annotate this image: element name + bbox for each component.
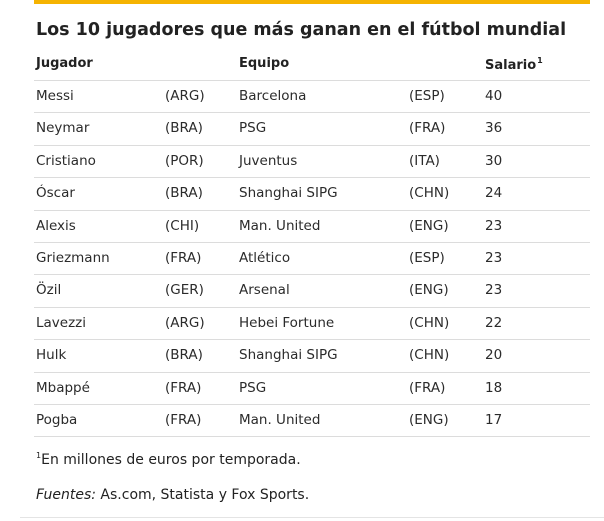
salary-value: 23 (485, 282, 503, 299)
team-country: (ENG) (409, 411, 449, 428)
header-salary-note-mark: 1 (537, 56, 543, 65)
team-name: Juventus (239, 152, 298, 169)
team-country: (FRA) (409, 120, 446, 137)
team-country: (ESP) (409, 88, 445, 104)
team-country: (FRA) (409, 379, 446, 396)
player-name: Griezmann (36, 249, 110, 266)
player-country: (BRA) (165, 185, 203, 202)
player-country: (GER) (165, 282, 204, 299)
team-name: Barcelona (239, 88, 307, 104)
player-country: (BRA) (165, 120, 203, 137)
team-name: Atlético (239, 249, 291, 266)
salary-value: 30 (485, 152, 503, 169)
player-country: (BRA) (165, 347, 203, 364)
header-player: Jugador (36, 56, 93, 71)
player-country: (POR) (165, 152, 204, 169)
team-name: Hebei Fortune (239, 314, 335, 331)
table-row: Neymar (BRA) PSG (FRA) 36 (34, 113, 590, 146)
player-name: Mbappé (36, 379, 90, 396)
team-country: (CHN) (409, 347, 450, 364)
salary-value: 40 (485, 88, 503, 104)
player-name: Özil (36, 282, 62, 299)
salary-value: 18 (485, 379, 503, 396)
table-row: Óscar (BRA) Shanghai SIPG (CHN) 24 (34, 178, 590, 211)
team-name: Shanghai SIPG (239, 347, 338, 364)
header-salary-label: Salario (485, 58, 537, 73)
table-row: Messi (ARG) Barcelona (ESP) 40 (34, 81, 590, 114)
team-name: PSG (239, 379, 267, 396)
team-name: Shanghai SIPG (239, 185, 338, 202)
player-name: Lavezzi (36, 314, 87, 331)
footnote: 1En millones de euros por temporada. (36, 451, 301, 468)
header-salary: Salario1 (485, 56, 543, 73)
team-country: (CHN) (409, 185, 450, 202)
player-country: (ARG) (165, 88, 205, 104)
player-country: (FRA) (165, 411, 202, 428)
salary-value: 22 (485, 314, 503, 331)
team-name: Arsenal (239, 282, 290, 299)
team-name: PSG (239, 120, 267, 137)
table-header-row: Jugador Equipo Salario1 (34, 47, 590, 81)
table-row: Pogba (FRA) Man. United (ENG) 17 (34, 405, 590, 438)
bottom-divider (20, 517, 604, 518)
player-country: (CHI) (165, 217, 200, 234)
player-name: Neymar (36, 120, 90, 137)
accent-bar (34, 0, 590, 4)
salary-value: 23 (485, 249, 503, 266)
salary-value: 20 (485, 347, 503, 364)
player-country: (FRA) (165, 379, 202, 396)
player-country: (ARG) (165, 314, 205, 331)
header-team: Equipo (239, 56, 290, 71)
team-country: (ENG) (409, 282, 449, 299)
player-name: Hulk (36, 347, 67, 364)
salary-value: 23 (485, 217, 503, 234)
team-country: (ENG) (409, 217, 449, 234)
player-name: Óscar (36, 185, 75, 202)
salary-value: 36 (485, 120, 503, 137)
player-name: Cristiano (36, 152, 96, 169)
player-name: Alexis (36, 217, 76, 234)
table-row: Alexis (CHI) Man. United (ENG) 23 (34, 211, 590, 243)
salary-value: 17 (485, 411, 503, 428)
sources-line: Fuentes: As.com, Statista y Fox Sports. (36, 487, 309, 503)
team-country: (ITA) (409, 152, 440, 169)
table-row: Hulk (BRA) Shanghai SIPG (CHN) 20 (34, 340, 590, 373)
table-row: Lavezzi (ARG) Hebei Fortune (CHN) 22 (34, 308, 590, 341)
sources-text: As.com, Statista y Fox Sports. (95, 487, 310, 503)
table-row: Griezmann (FRA) Atlético (ESP) 23 (34, 243, 590, 276)
footnote-text: En millones de euros por temporada. (41, 452, 301, 468)
player-name: Pogba (36, 411, 78, 428)
table-row: Cristiano (POR) Juventus (ITA) 30 (34, 146, 590, 179)
team-country: (ESP) (409, 249, 445, 266)
footnote-mark: 1 (36, 451, 42, 460)
sources-label: Fuentes: (36, 487, 96, 503)
salary-value: 24 (485, 185, 503, 202)
table-body: Messi (ARG) Barcelona (ESP) 40 Neymar (BRA) PSG… (34, 81, 590, 438)
team-name: Man. United (239, 411, 321, 428)
table-title: Los 10 jugadores que más ganan en el fút… (36, 20, 567, 40)
team-country: (CHN) (409, 314, 450, 331)
team-name: Man. United (239, 217, 321, 234)
player-country: (FRA) (165, 249, 202, 266)
table-row: Özil (GER) Arsenal (ENG) 23 (34, 275, 590, 308)
player-name: Messi (36, 88, 74, 104)
table-row: Mbappé (FRA) PSG (FRA) 18 (34, 373, 590, 405)
